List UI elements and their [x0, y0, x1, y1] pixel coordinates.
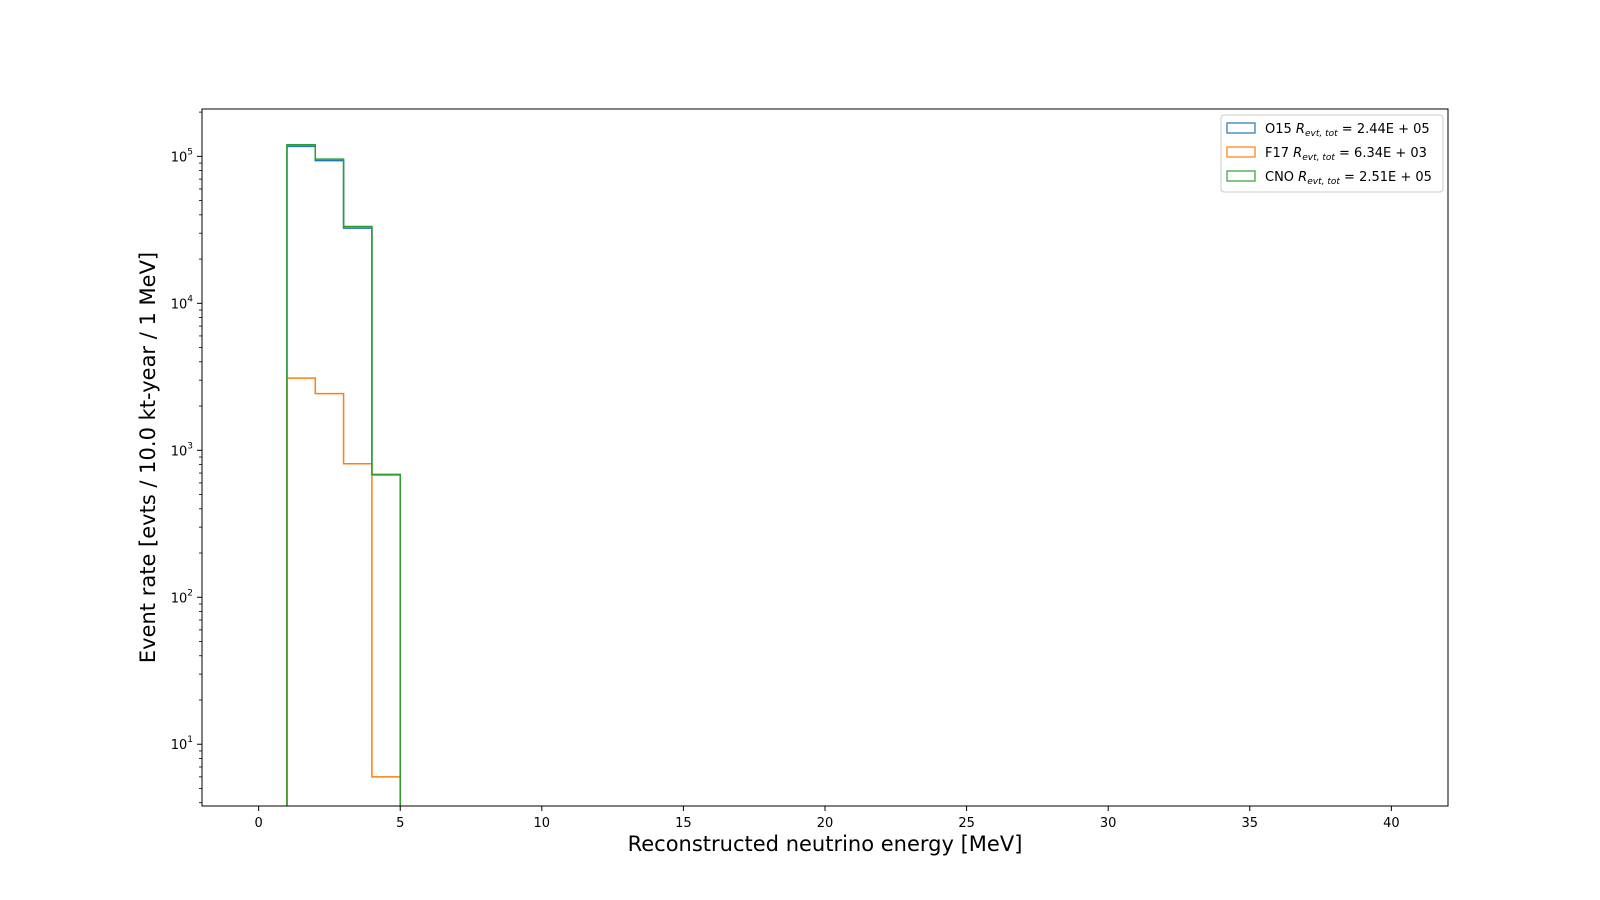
legend-swatch-f17	[1226, 146, 1256, 158]
legend-swatch-o15	[1226, 122, 1256, 134]
y-tick-label: 105	[171, 147, 193, 165]
x-tick-label: 15	[675, 816, 692, 831]
x-tick-label: 5	[396, 816, 404, 831]
legend-entry-o15: O15 Revt, tot = 2.44E + 05	[1265, 122, 1430, 139]
series-cno-step	[286, 143, 401, 806]
x-tick-label: 30	[1100, 816, 1117, 831]
x-tick-label: 40	[1383, 816, 1400, 831]
legend-box	[1220, 114, 1444, 193]
x-tick-label: 10	[534, 816, 551, 831]
series-layer	[286, 143, 401, 806]
legend-entry-cno: CNO Revt, tot = 2.51E + 05	[1265, 170, 1432, 187]
y-tick-label: 102	[171, 588, 193, 606]
legend-swatch-cno	[1226, 170, 1256, 182]
y-tick-label: 104	[171, 294, 194, 312]
y-tick-label: 101	[171, 735, 193, 753]
series-f17-step	[286, 377, 401, 806]
plot-frame	[201, 108, 1449, 807]
x-tick-label: 0	[254, 816, 262, 831]
x-axis-label: Reconstructed neutrino energy [MeV]	[628, 832, 1023, 856]
x-tick-label: 20	[817, 816, 834, 831]
y-tick-label: 103	[171, 441, 193, 459]
legend-entry-f17: F17 Revt, tot = 6.34E + 03	[1265, 146, 1427, 163]
y-axis-ticks: 101 102 103 104 105	[171, 111, 202, 804]
x-tick-label: 35	[1241, 816, 1258, 831]
y-axis-label: Event rate [evts / 10.0 kt-year / 1 MeV]	[136, 252, 160, 663]
x-tick-label: 25	[958, 816, 975, 831]
series-o15-step	[286, 145, 401, 806]
legend: O15 Revt, tot = 2.44E + 05 F17 Revt, tot …	[1220, 114, 1444, 193]
x-axis-ticks: 0 5 10 15 20 25 30 35 40	[254, 806, 1400, 831]
